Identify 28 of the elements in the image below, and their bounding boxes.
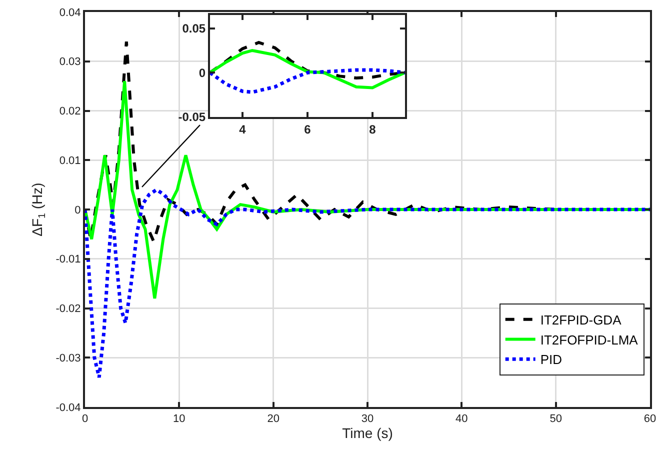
y-tick-label: 0 [198, 66, 206, 80]
legend-label: PID [540, 352, 562, 368]
x-tick-label: 4 [239, 122, 246, 136]
x-tick-label: 6 [304, 122, 312, 136]
x-tick-label: 8 [369, 122, 376, 136]
y-tick-label: 0.05 [182, 22, 206, 36]
y-tick-label: 0.03 [59, 56, 81, 68]
legend-label: IT2FPID-GDA [540, 312, 622, 328]
y-tick-label: -0.05 [178, 110, 206, 124]
line-series [210, 68, 405, 94]
y-tick-label: -0.04 [56, 402, 81, 414]
x-tick-label: 60 [644, 413, 656, 426]
x-axis-title: Time (s) [342, 425, 393, 442]
y-tick-label: 0 [74, 204, 81, 216]
y-tick-label: -0.03 [56, 352, 81, 364]
x-tick-label: 40 [456, 413, 468, 426]
y-tick-label: -0.01 [56, 254, 81, 266]
x-tick-label: 50 [550, 413, 562, 426]
line-series [210, 48, 405, 90]
y-tick-label: 0.02 [59, 106, 81, 118]
legend-label: IT2FOFPID-LMA [540, 332, 638, 348]
x-tick-label: 30 [361, 413, 374, 426]
y-tick-label: 0.04 [59, 6, 81, 19]
x-tick-label: 10 [173, 413, 186, 426]
y-tick-label: -0.02 [56, 303, 81, 316]
y-tick-label: 0.01 [59, 154, 81, 167]
x-tick-label: 20 [267, 413, 280, 426]
line-series [85, 188, 650, 380]
